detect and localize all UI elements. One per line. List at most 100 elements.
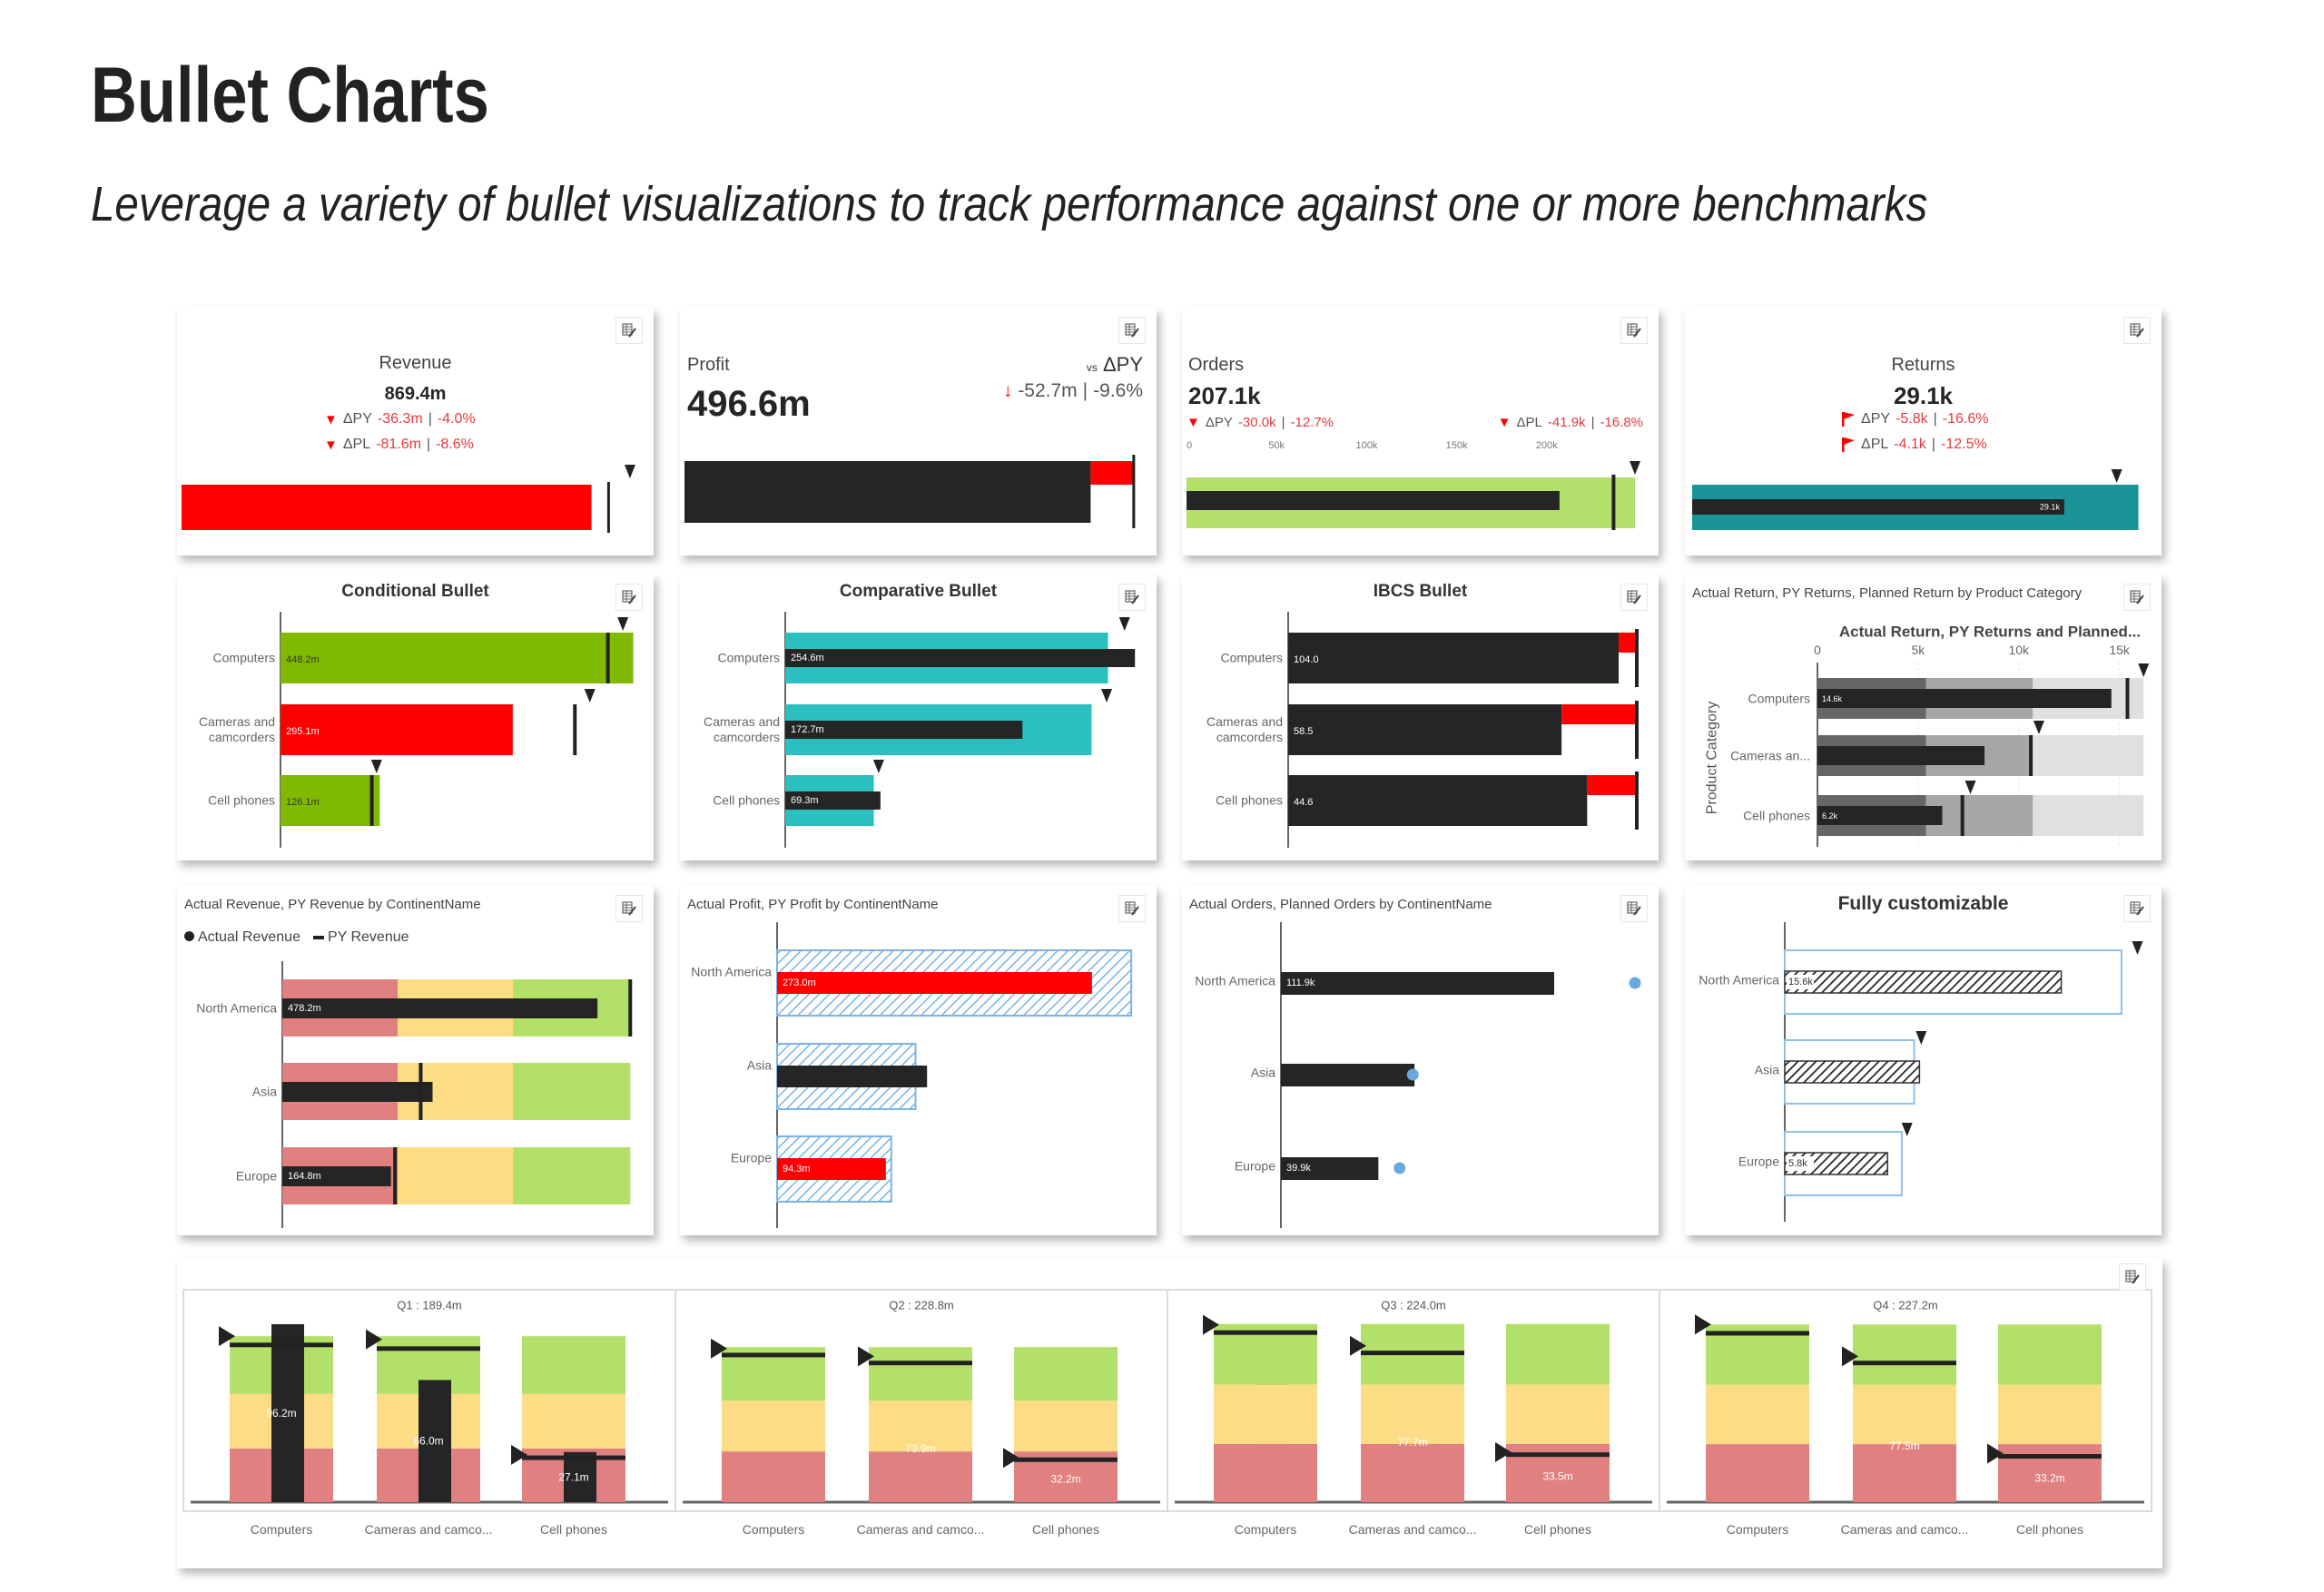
category-label: Europe: [1738, 1154, 1779, 1169]
table-edit-icon[interactable]: [1118, 584, 1146, 611]
orders-by-continent-chart: 111.9k 39.9k: [1280, 922, 1641, 1228]
range-band: [522, 1393, 625, 1449]
kpi-value: 29.1k: [1893, 382, 1954, 409]
ibcs-bullet-panel: IBCS Bullet 104.0 58.5 44.6 Computers Camer…: [1182, 575, 1659, 860]
plan-marker: [1003, 1448, 1019, 1469]
range-band: [1014, 1400, 1118, 1452]
table-edit-icon[interactable]: [615, 584, 643, 611]
separator: |: [1931, 437, 1935, 452]
kpi-title: Revenue: [379, 353, 452, 373]
actual-bar: [1281, 1064, 1415, 1086]
legend-item-actual[interactable]: Actual Revenue: [184, 929, 300, 946]
value-label: 15.6k: [1788, 977, 1813, 988]
triangle-down-icon: ▼: [1497, 415, 1512, 430]
actual-bar: [281, 633, 634, 683]
category-label: Computers: [251, 1522, 312, 1537]
plan-marker: [872, 760, 884, 773]
delta-pct: -12.5%: [1941, 437, 1987, 452]
py-marker: [1635, 701, 1639, 759]
category-label: Asia: [1250, 1065, 1275, 1080]
category-label: Europe: [235, 1168, 277, 1183]
actual-bar: [282, 998, 598, 1018]
py-marker: [1960, 795, 1965, 836]
category-label: Cameras and camco...: [1841, 1522, 1969, 1537]
legend-label: PY Revenue: [327, 929, 409, 945]
chart-title: IBCS Bullet: [1373, 582, 1468, 601]
table-edit-icon[interactable]: [2123, 895, 2151, 922]
table-edit-icon[interactable]: [615, 317, 643, 344]
value-label: 111.9k: [1286, 978, 1315, 988]
plan-dot: [1393, 1162, 1406, 1174]
range-band: [513, 1063, 631, 1120]
conditional-bullet-panel: Conditional Bullet 448.2m 295.1m 126.1m Co…: [177, 575, 654, 860]
category-label: North America: [1699, 972, 1779, 988]
plan-marker: [1101, 689, 1113, 703]
category-label: Asia: [1754, 1062, 1779, 1077]
py-marker: [1506, 1452, 1610, 1458]
flag-icon: [1842, 412, 1855, 427]
py-marker: [1132, 455, 1136, 528]
chart-title: Comparative Bullet: [839, 582, 998, 601]
category-label: Europe: [730, 1150, 772, 1165]
py-marker: [606, 482, 610, 533]
category-label: North America: [691, 964, 772, 979]
category-label: Computers: [1235, 1522, 1296, 1537]
actual-bar: [282, 1082, 433, 1102]
range-band: [1853, 1444, 1956, 1502]
separator: |: [1590, 415, 1595, 430]
delta-label: ΔPL: [1516, 415, 1542, 430]
compare-label: ΔPY: [1102, 353, 1143, 376]
delta-pct: -16.6%: [1942, 411, 1989, 427]
plan-marker: [1118, 617, 1130, 631]
category-label: Cameras an...: [1730, 748, 1810, 762]
actual-bar: [281, 775, 380, 826]
table-edit-icon[interactable]: [2123, 584, 2151, 611]
legend-item-py[interactable]: PY Revenue: [312, 929, 409, 946]
fully-customizable-panel: Fully customizable 15.6k 5.8k North Ameri…: [1685, 886, 2162, 1235]
py-marker: [369, 775, 374, 826]
py-marker: [419, 1063, 423, 1120]
revenue-kpi-panel: Revenue 869.4m ▼ ΔPY -36.3m | -4.0% ▼ ΔPL -81.…: [177, 308, 654, 555]
range-band: [1506, 1323, 1610, 1385]
category-label: Cell phones: [1216, 792, 1283, 808]
tick-label: 0: [1814, 643, 1821, 657]
table-edit-icon[interactable]: [1620, 584, 1648, 611]
value-label: 5.8k: [1788, 1158, 1807, 1169]
chart-title: Actual Orders, Planned Orders by Contine…: [1189, 897, 1492, 912]
tick-label: 50k: [1268, 440, 1285, 451]
page-subtitle: Leverage a variety of bullet visualizati…: [91, 177, 1928, 231]
label-background: [1787, 1156, 1814, 1171]
category-label: Computers: [1727, 1522, 1788, 1537]
delta-pct: -12.7%: [1290, 415, 1334, 430]
kpi-title: Returns: [1891, 355, 1955, 375]
value-label: 77.5m: [1889, 1440, 1919, 1452]
py-marker: [573, 704, 577, 755]
range-band: [869, 1451, 972, 1502]
range-band: [722, 1400, 825, 1452]
plan-dot: [1629, 977, 1641, 989]
variance-bar: [1561, 704, 1637, 724]
tick-label: 100k: [1355, 440, 1377, 451]
tick-label: 10k: [2008, 643, 2030, 657]
page-title: Bullet Charts: [91, 52, 489, 139]
table-edit-icon[interactable]: [2123, 317, 2151, 344]
value-label: 6.2k: [1822, 811, 1838, 821]
delta-label: ΔPY: [1205, 415, 1233, 430]
py-marker: [393, 1147, 398, 1204]
category-label: Computers: [743, 1522, 804, 1537]
table-edit-icon[interactable]: [1620, 317, 1648, 344]
table-edit-icon[interactable]: [2119, 1263, 2146, 1291]
kpi-title: Orders: [1188, 355, 1245, 375]
table-edit-icon[interactable]: [1118, 895, 1146, 922]
table-edit-icon[interactable]: [1620, 895, 1648, 922]
plan-marker: [1203, 1314, 1219, 1335]
category-label: Computers: [1748, 691, 1810, 705]
table-edit-icon[interactable]: [615, 895, 643, 922]
delta-label: ΔPY: [1861, 411, 1891, 427]
actual-bar: [1692, 499, 2064, 515]
actual-bar: [281, 704, 513, 755]
table-edit-icon[interactable]: [1118, 317, 1146, 344]
delta-label: ΔPL: [1861, 437, 1889, 452]
orders-kpi-panel: Orders 207.1k ▼ ΔPY -30.0k | -12.7% ▼ ΔPL -41.…: [1182, 308, 1659, 555]
triangle-down-icon: ▼: [324, 437, 338, 453]
